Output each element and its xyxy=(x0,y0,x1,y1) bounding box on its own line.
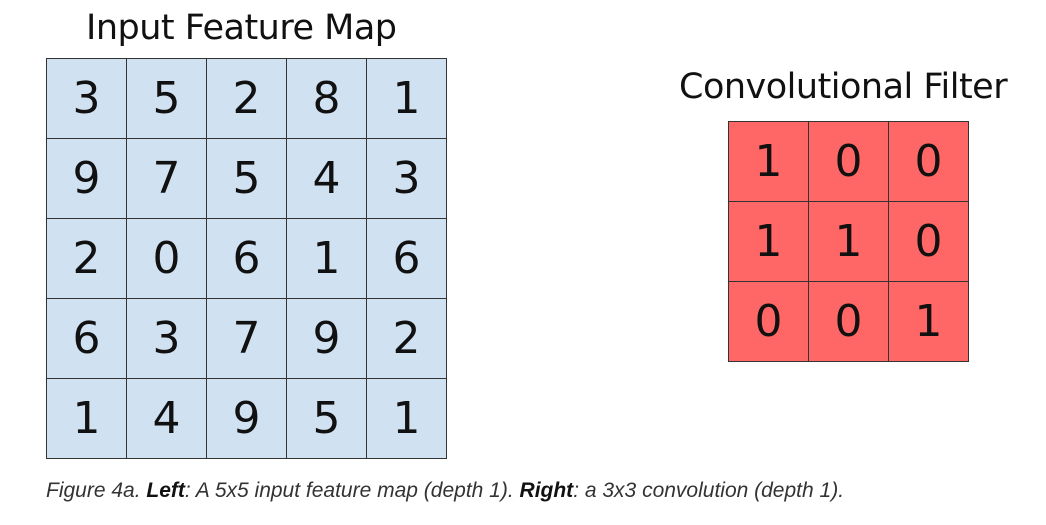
input-cell-r5-c4: 5 xyxy=(287,379,367,459)
input-cell-r3-c1: 2 xyxy=(47,219,127,299)
filter-cell-r3-c1: 0 xyxy=(729,282,809,362)
input-cell-r2-c2: 7 xyxy=(127,139,207,219)
input-cell-r4-c3: 7 xyxy=(207,299,287,379)
input-cell-r3-c2: 0 xyxy=(127,219,207,299)
filter-cell-r1-c2: 0 xyxy=(809,122,889,202)
filter-cell-r3-c2: 0 xyxy=(809,282,889,362)
caption-prefix: Figure 4a. xyxy=(46,479,147,502)
input-cell-r3-c4: 1 xyxy=(287,219,367,299)
input-cell-r1-c3: 2 xyxy=(207,59,287,139)
input-cell-r2-c4: 4 xyxy=(287,139,367,219)
input-cell-r2-c5: 3 xyxy=(367,139,447,219)
input-cell-r5-c5: 1 xyxy=(367,379,447,459)
filter-cell-r3-c3: 1 xyxy=(889,282,969,362)
input-cell-r5-c3: 9 xyxy=(207,379,287,459)
filter-cell-r1-c3: 0 xyxy=(889,122,969,202)
input-cell-r1-c1: 3 xyxy=(47,59,127,139)
input-cell-r4-c2: 3 xyxy=(127,299,207,379)
caption-right-label: Right xyxy=(519,479,574,502)
figure-caption: Figure 4a. Left: A 5x5 input feature map… xyxy=(46,478,844,504)
caption-left-text: : A 5x5 input feature map (depth 1). xyxy=(184,479,520,502)
input-cell-r1-c4: 8 xyxy=(287,59,367,139)
input-cell-r4-c4: 9 xyxy=(287,299,367,379)
convolutional-filter-title: Convolutional Filter xyxy=(679,67,1008,107)
input-cell-r3-c5: 6 xyxy=(367,219,447,299)
input-cell-r3-c3: 6 xyxy=(207,219,287,299)
filter-cell-r2-c2: 1 xyxy=(809,202,889,282)
input-cell-r4-c5: 2 xyxy=(367,299,447,379)
filter-cell-r2-c3: 0 xyxy=(889,202,969,282)
caption-left-label: Left xyxy=(146,479,185,502)
caption-right-text: : a 3x3 convolution (depth 1). xyxy=(573,479,845,502)
input-cell-r1-c5: 1 xyxy=(367,59,447,139)
input-feature-map-title: Input Feature Map xyxy=(86,8,397,48)
input-cell-r5-c2: 4 xyxy=(127,379,207,459)
filter-cell-r2-c1: 1 xyxy=(729,202,809,282)
input-cell-r5-c1: 1 xyxy=(47,379,127,459)
input-cell-r2-c3: 5 xyxy=(207,139,287,219)
input-cell-r1-c2: 5 xyxy=(127,59,207,139)
input-cell-r4-c1: 6 xyxy=(47,299,127,379)
filter-cell-r1-c1: 1 xyxy=(729,122,809,202)
input-cell-r2-c1: 9 xyxy=(47,139,127,219)
